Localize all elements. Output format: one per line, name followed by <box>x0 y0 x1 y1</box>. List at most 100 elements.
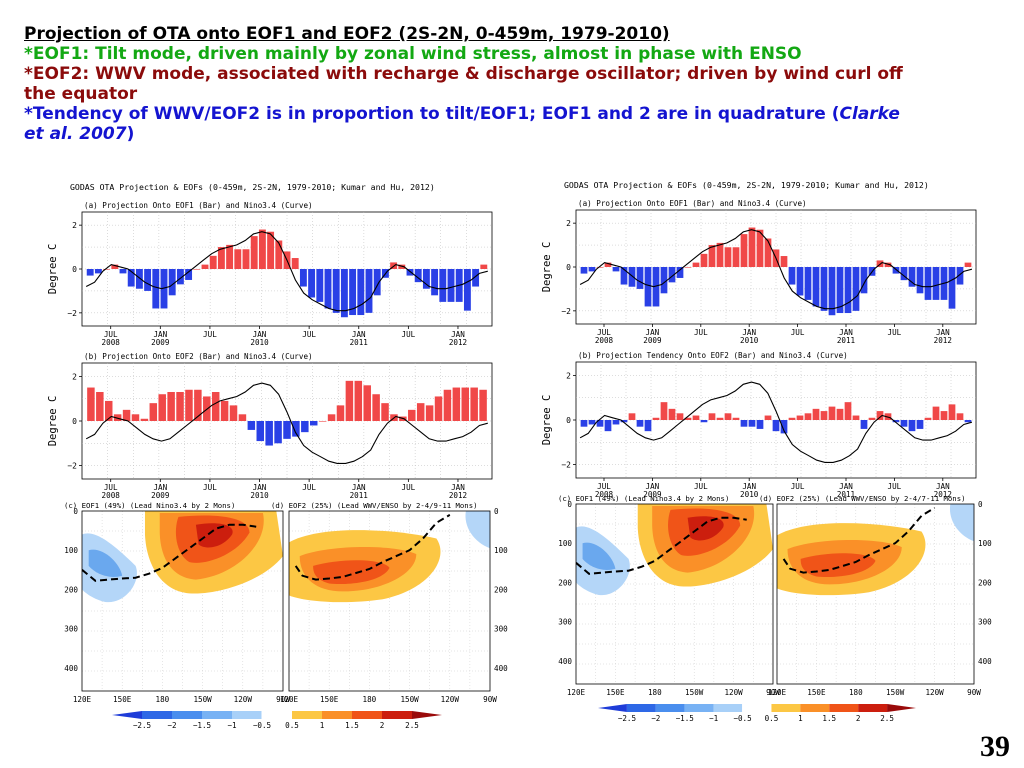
ytick-label: −2 <box>561 307 571 316</box>
xtick-label: JUL <box>302 483 316 492</box>
bar <box>772 420 780 432</box>
xtick-label: JAN <box>646 328 660 337</box>
slide-header: Projection of OTA onto EOF1 and EOF2 (2S… <box>24 24 1009 144</box>
ytick-label: 200 <box>558 578 572 587</box>
xtick-label: 120W <box>724 688 743 697</box>
warm-anomaly-3 <box>313 560 390 585</box>
bar <box>884 262 892 267</box>
bar <box>408 409 416 421</box>
panel-right-d <box>776 503 975 685</box>
xtick-label: 120W <box>234 695 253 704</box>
bar <box>258 229 266 269</box>
anomaly-contours <box>82 511 283 603</box>
xtick-label: 90W <box>766 688 780 697</box>
bar <box>908 420 916 432</box>
bar <box>470 387 478 421</box>
bar <box>422 269 430 289</box>
bar <box>844 402 852 420</box>
bar <box>900 420 908 427</box>
colorbar-label: 1 <box>798 714 803 723</box>
colorbar-swatch <box>742 703 772 713</box>
bar <box>684 417 692 420</box>
ytick-label: 100 <box>64 546 78 555</box>
bar <box>836 267 844 314</box>
xtick-label: 150W <box>886 688 905 697</box>
colorbar-swatch <box>713 704 743 712</box>
ytick-label: −2 <box>561 461 571 470</box>
bar <box>948 267 956 309</box>
ytick-label: 0 <box>978 500 983 509</box>
colorbar-label: −2 <box>167 721 176 730</box>
xtick-label: JAN <box>646 482 660 491</box>
xtick-label: JUL <box>203 330 217 339</box>
bar <box>327 414 336 421</box>
bar <box>267 231 275 269</box>
bar <box>250 236 258 269</box>
bar <box>316 269 324 302</box>
bar <box>94 269 102 274</box>
bar <box>756 420 764 429</box>
thermocline-line <box>576 516 747 575</box>
bar <box>620 267 628 285</box>
bar <box>96 392 104 421</box>
xtick-label: JAN <box>839 482 853 491</box>
citation-close: ) <box>126 124 135 144</box>
colorbar-label: −1.5 <box>676 714 694 723</box>
bar <box>604 420 612 432</box>
xtick-label: JAN <box>352 483 366 492</box>
colorbar-label: 2.5 <box>405 721 419 730</box>
bar <box>229 405 238 421</box>
bar <box>852 415 860 420</box>
xtick-year: 2008 <box>102 338 121 347</box>
bar <box>135 269 143 289</box>
panel-left-d <box>288 510 491 692</box>
bar <box>87 387 95 421</box>
nino34-curve <box>85 382 488 464</box>
bar <box>152 269 160 309</box>
eof1-description: *EOF1: Tilt mode, driven mainly by zonal… <box>24 44 802 64</box>
bar <box>274 421 282 444</box>
colorbar-swatch <box>172 711 202 719</box>
colorbar-label: 0.5 <box>765 714 779 723</box>
colorbar-label: 0.5 <box>285 721 299 730</box>
bar <box>86 269 94 276</box>
colorbar-right <box>598 703 916 713</box>
thermocline-line <box>782 507 936 574</box>
xtick-label: JAN <box>742 482 756 491</box>
xtick-label: 90W <box>967 688 981 697</box>
ytick-label: 200 <box>494 585 508 594</box>
bar <box>892 420 900 423</box>
panel-left-c <box>81 510 284 692</box>
bar <box>354 380 363 421</box>
bar <box>256 421 265 442</box>
colorbar-swatch <box>142 711 172 719</box>
bar <box>176 392 184 421</box>
colorbar-label: −1.5 <box>193 721 211 730</box>
xtick-label: JUL <box>888 328 902 337</box>
bar <box>724 247 732 267</box>
colorbar-label: 2 <box>380 721 385 730</box>
colorbar-swatch <box>858 704 888 712</box>
xtick-label: 180 <box>156 695 170 704</box>
colorbar-label: −0.5 <box>253 721 271 730</box>
xtick-year: 2010 <box>250 491 269 500</box>
bar <box>596 420 604 427</box>
bar <box>732 417 740 420</box>
bar <box>414 269 422 283</box>
colorbar-label: −1 <box>709 714 719 723</box>
xtick-year: 2009 <box>151 491 170 500</box>
bar <box>103 269 111 270</box>
bar <box>365 269 373 313</box>
colorbar-swatch <box>261 710 293 720</box>
xtick-label: 180 <box>648 688 662 697</box>
xtick-year: 2012 <box>449 338 467 347</box>
bar <box>140 418 149 421</box>
xtick-label: 120E <box>768 688 787 697</box>
xtick-label: JAN <box>153 330 167 339</box>
bar <box>676 267 684 278</box>
colorbar-label: −2 <box>651 714 660 723</box>
bar <box>291 258 299 269</box>
warm-anomaly-3 <box>800 553 876 578</box>
bar <box>964 420 972 423</box>
